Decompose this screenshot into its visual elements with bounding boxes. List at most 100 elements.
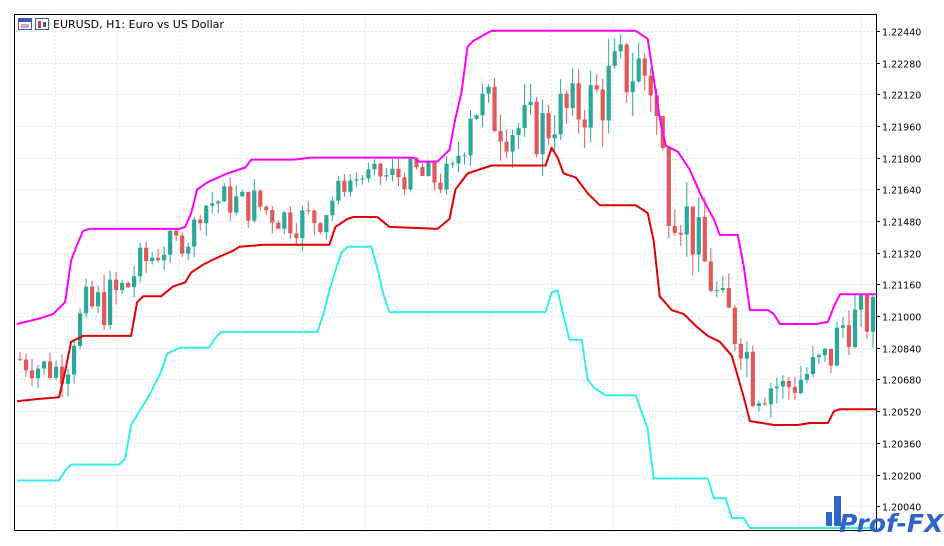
candle [366,162,371,183]
candle [720,275,725,294]
candle [101,274,107,330]
candle [462,152,467,165]
candle [23,353,29,377]
candle [210,191,215,214]
watermark: Prof-FX [826,496,944,538]
candle [150,251,155,265]
candle [294,222,299,245]
candle [528,83,533,115]
candle [342,173,347,197]
candle [258,189,263,211]
candle [408,157,413,192]
plot-frame [14,14,877,531]
y-tick-label: 1.21640 [882,186,921,197]
candle [852,295,858,349]
y-tick-label: 1.21800 [882,155,921,166]
watermark-logo-bar-2 [834,496,841,526]
y-tick-label: 1.20040 [882,503,921,514]
candle [810,345,816,378]
candle [53,360,59,381]
candle [564,90,569,125]
candle [702,197,707,262]
candle [288,205,293,240]
candle [552,115,557,152]
y-tick-label: 1.20840 [882,345,921,356]
candle [360,174,365,185]
candle [738,338,743,370]
candle [59,353,65,398]
chart-window-icon[interactable] [18,18,32,30]
candle [822,347,828,362]
candle [480,83,485,128]
candle [234,185,239,216]
candle [168,228,173,264]
candle [444,156,449,195]
candle [282,211,287,235]
candle [492,78,497,132]
candle [198,215,203,231]
candle [264,205,269,215]
candle [174,228,179,241]
chart-title: EURUSD, H1: Euro vs US Dollar [53,18,224,31]
candle [630,52,635,117]
candle [762,397,767,406]
candle [144,241,149,273]
candle [846,310,852,356]
candle [300,205,305,252]
candle [348,174,353,197]
watermark-logo-bar-1 [826,512,832,526]
candle [29,359,35,386]
candle [672,209,677,236]
candle [186,242,191,261]
candle [216,200,221,214]
candle [324,214,329,240]
candle [402,172,407,196]
candle [17,352,23,361]
candle [228,177,233,222]
y-tick-label: 1.21480 [882,218,921,229]
y-tick-label: 1.20680 [882,376,921,387]
candle [204,204,209,237]
candle [468,110,473,167]
candle [732,304,737,352]
candle [786,376,792,400]
candle [816,353,822,365]
candle [834,322,840,367]
candle [336,176,341,205]
candle [372,159,377,176]
candle [252,178,257,223]
y-tick-label: 1.22120 [882,91,921,102]
y-tick-label: 1.20520 [882,408,921,419]
candle [576,69,581,134]
candle [65,368,71,397]
candle [744,341,749,378]
candles-mode-icon[interactable] [35,18,49,30]
candle [684,182,689,257]
candle [456,141,461,173]
candle [162,245,167,271]
candle [696,197,701,273]
candle [600,78,605,148]
candle [510,129,515,169]
candle [858,294,864,327]
candle [378,162,383,186]
candle [114,272,119,305]
candle [534,96,539,158]
candle [798,365,804,395]
candle [780,375,785,399]
candle [864,294,870,339]
candle [432,161,437,191]
candle [89,280,95,310]
candle [132,265,137,298]
candle [648,68,653,112]
candle [71,339,77,384]
candle [570,68,575,117]
y-tick-label: 1.21320 [882,250,921,261]
candle [95,285,101,313]
candle [35,364,41,389]
candle [276,220,281,229]
candle [774,377,779,404]
series-line-middle [16,146,876,426]
